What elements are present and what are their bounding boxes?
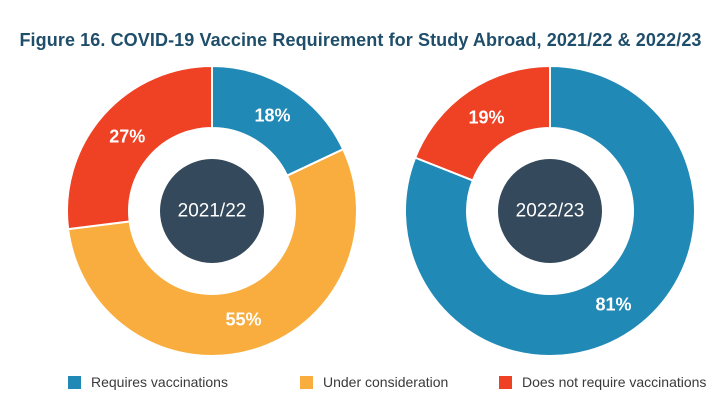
legend-swatch-under-consideration — [300, 375, 313, 389]
legend-item-requires: Requires vaccinations — [68, 374, 228, 390]
slice-does-not-require-vaccinations — [66, 64, 213, 231]
center-circle — [498, 159, 602, 263]
slice-label-does-not-require-vaccinations: 19% — [468, 108, 504, 128]
legend-item-does-not-require: Does not require vaccinations — [499, 374, 706, 390]
legend: Requires vaccinations Under consideratio… — [0, 374, 721, 394]
donut-chart-2022-23: 81% 19% 2022/23 — [404, 64, 696, 357]
legend-label-under-consideration: Under consideration — [323, 374, 449, 390]
center-year-label: 2021/22 — [178, 201, 247, 222]
legend-swatch-does-not-require — [499, 375, 512, 389]
slice-under-consideration — [67, 147, 358, 357]
slice-label-requires-vaccinations: 18% — [255, 106, 291, 126]
slice-label-under-consideration: 55% — [226, 310, 262, 330]
center-year-label: 2022/23 — [516, 201, 585, 222]
legend-swatch-requires — [68, 375, 81, 389]
center-circle — [160, 159, 264, 263]
legend-item-under-consideration: Under consideration — [300, 374, 448, 390]
donut-chart-2021-22: 18% 55% 27% 2021/22 — [66, 64, 358, 357]
slice-requires-vaccinations — [404, 64, 696, 357]
slice-label-requires-vaccinations: 81% — [595, 294, 631, 314]
legend-label-requires: Requires vaccinations — [91, 374, 228, 390]
chart-title: Figure 16. COVID-19 Vaccine Requirement … — [19, 30, 702, 50]
slice-does-not-require-vaccinations — [413, 64, 551, 182]
slice-label-does-not-require-vaccinations: 27% — [109, 126, 145, 146]
legend-label-does-not-require: Does not require vaccinations — [522, 374, 707, 390]
